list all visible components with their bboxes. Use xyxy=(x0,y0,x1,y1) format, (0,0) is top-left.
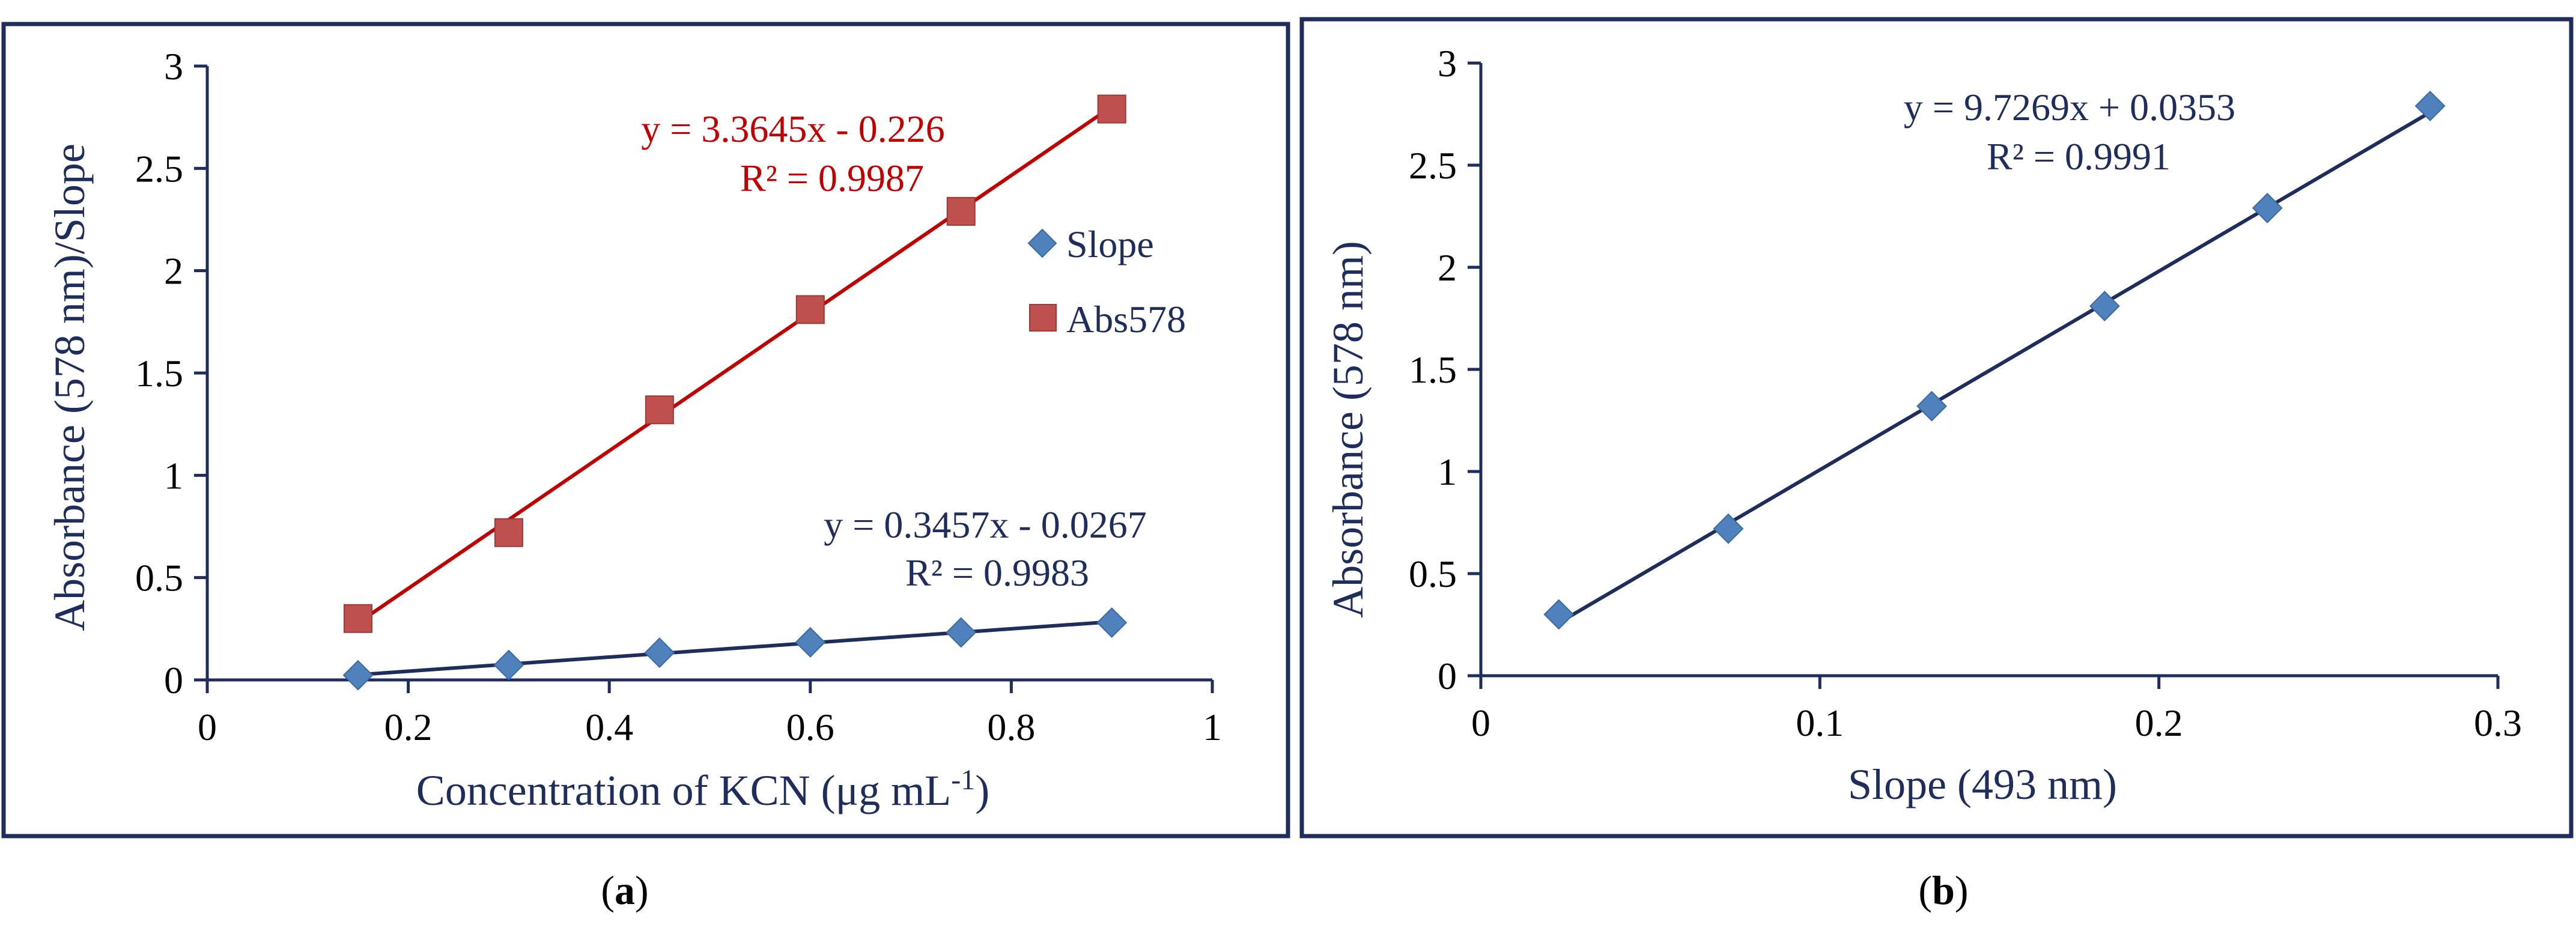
panel-a-x-axis-label: Concentration of KCN (μg mL-1) xyxy=(416,764,989,814)
panel-b-x-tick-label: 0.2 xyxy=(2135,702,2183,744)
absorbance-point xyxy=(2414,90,2446,121)
abs578-point xyxy=(494,518,523,547)
panel-b-y-tick-label: 3 xyxy=(1438,42,1457,85)
panel-a-y-tick-label: 2 xyxy=(164,250,183,293)
panel-a-x-axis-label-end: ) xyxy=(975,766,989,814)
caption-a-letter: a xyxy=(615,867,635,913)
panel-b-x-tick-label: 0.3 xyxy=(2474,702,2522,744)
caption-a: (a) xyxy=(601,867,648,913)
panel-b-trend-r2: R² = 0.9991 xyxy=(1987,135,2170,178)
slope-point xyxy=(644,637,675,669)
slope-point xyxy=(342,660,374,691)
panel-b-y-tick-label: 0 xyxy=(1438,655,1457,697)
panel-b-trendline-0 xyxy=(1558,111,2431,625)
panel-a-marks xyxy=(342,94,1128,691)
slope-trend-r2: R² = 0.9983 xyxy=(905,551,1089,594)
abs-trend-equation: y = 3.3645x - 0.226 xyxy=(641,108,944,150)
panel-a-ticks: 0 0.5 1 1.5 2 2.5 3 0 0.2 0.4 0.6 0.8 1 xyxy=(135,45,1222,748)
panel-a: 0 0.5 1 1.5 2 2.5 3 0 0.2 0.4 0.6 0.8 1 Absorbance (… xyxy=(1,22,1290,838)
absorbance-point xyxy=(1713,513,1744,544)
legend-slope-marker-icon xyxy=(1027,228,1057,258)
panel-a-y-tick-label: 1 xyxy=(164,454,183,497)
panel-b-ticks: 0 0.5 1 1.5 2 2.5 3 0 0.1 0.2 0.3 xyxy=(1409,42,2522,744)
panel-a-y-tick-label: 1.5 xyxy=(135,352,183,395)
panel-b-x-tick-label: 0 xyxy=(1471,702,1490,744)
panel-a-y-tick-label: 0 xyxy=(164,659,183,702)
panel-a-y-tick-label: 0.5 xyxy=(135,557,183,599)
panel-b-marks xyxy=(1543,90,2446,630)
panel-a-y-axis-label: Absorbance (578 nm)/Slope xyxy=(46,144,94,631)
panel-a-y-tick-label: 2.5 xyxy=(135,147,183,190)
panel-a-y-tick-label: 3 xyxy=(164,45,183,88)
slope-point xyxy=(946,617,977,648)
panel-b-x-tick-label: 0.1 xyxy=(1796,702,1844,744)
legend-abs-marker-icon xyxy=(1029,304,1057,332)
panel-a-x-tick-label: 0.8 xyxy=(987,706,1035,748)
panel-b: 0 0.5 1 1.5 2 2.5 3 0 0.1 0.2 0.3 Absorbance (578 … xyxy=(1299,17,2574,838)
panel-a-legend: Slope Abs578 xyxy=(1027,223,1186,341)
panel-a-x-axis-label-sup: -1 xyxy=(951,764,975,796)
panel-b-y-axis-label: Absorbance (578 nm) xyxy=(1324,241,1372,618)
slope-point xyxy=(493,649,524,681)
absorbance-point xyxy=(2089,291,2120,322)
panel-a-x-tick-label: 1 xyxy=(1203,706,1222,748)
panel-a-x-tick-label: 0 xyxy=(198,706,217,748)
caption-b: (b) xyxy=(1918,867,1968,913)
panel-a-trendline-1 xyxy=(357,105,1113,625)
slope-point xyxy=(1096,607,1128,638)
panel-b-y-tick-label: 2.5 xyxy=(1409,144,1457,187)
caption-b-letter: b xyxy=(1932,867,1955,913)
legend-abs-label: Abs578 xyxy=(1066,298,1186,341)
panel-b-x-axis-label: Slope (493 nm) xyxy=(1848,760,2117,808)
panel-b-trend-equation: y = 9.7269x + 0.0353 xyxy=(1904,86,2235,129)
slope-point xyxy=(795,626,826,658)
abs-trend-r2: R² = 0.9987 xyxy=(740,157,924,199)
panel-b-y-tick-label: 0.5 xyxy=(1409,553,1457,595)
panel-b-y-tick-label: 1 xyxy=(1438,450,1457,493)
legend-slope-label: Slope xyxy=(1066,223,1154,265)
absorbance-point xyxy=(1543,599,1575,630)
absorbance-point xyxy=(1916,390,1947,422)
abs578-point xyxy=(343,604,372,633)
panel-a-x-tick-label: 0.2 xyxy=(384,706,433,748)
panel-b-y-tick-label: 1.5 xyxy=(1409,348,1457,391)
abs578-point xyxy=(645,395,674,425)
panel-a-x-axis-label-main: Concentration of KCN (μg mL xyxy=(416,766,951,814)
abs578-point xyxy=(1097,94,1126,124)
abs578-point xyxy=(795,295,825,324)
abs578-point xyxy=(946,196,976,226)
panel-a-trendline-0 xyxy=(357,620,1112,677)
panel-a-x-tick-label: 0.4 xyxy=(585,706,633,748)
absorbance-point xyxy=(2252,192,2283,223)
panel-b-y-tick-label: 2 xyxy=(1438,246,1457,289)
slope-trend-equation: y = 0.3457x - 0.0267 xyxy=(824,503,1146,546)
panel-a-frame xyxy=(1,22,1290,838)
panel-a-x-tick-label: 0.6 xyxy=(786,706,834,748)
